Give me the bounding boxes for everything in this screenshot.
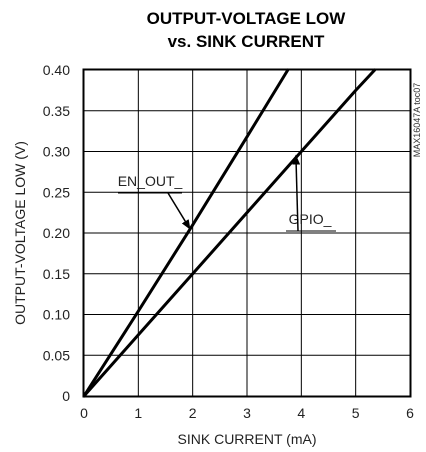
x-tick-label: 0 (80, 405, 88, 421)
x-tick-label: 1 (134, 405, 142, 421)
chart-title-line-1: OUTPUT-VOLTAGE LOW (147, 9, 347, 28)
x-tick-labels: 0 1 2 3 4 5 6 (80, 405, 414, 421)
series-group (82, 68, 377, 398)
y-tick-label: 0.25 (43, 184, 70, 200)
annotation-label-gpio: GPIO_ (289, 211, 332, 227)
x-tick-label: 3 (243, 405, 251, 421)
chart-title-line-2: vs. SINK CURRENT (168, 32, 325, 51)
y-tick-label: 0.20 (43, 225, 70, 241)
x-tick-label: 4 (297, 405, 305, 421)
x-axis-label: SINK CURRENT (mA) (178, 431, 317, 447)
figure-code: MAX16047A toc07 (412, 83, 422, 158)
plot-frame (82, 68, 412, 398)
y-tick-label: 0.05 (43, 347, 70, 363)
series-line-en-out (82, 68, 290, 398)
x-tick-label: 2 (189, 405, 197, 421)
annotation-arrow-gpio (292, 154, 301, 232)
y-axis-label: OUTPUT-VOLTAGE LOW (V) (12, 141, 28, 325)
y-tick-label: 0.10 (43, 307, 70, 323)
annotation-label-en-out: EN_OUT_ (118, 173, 183, 189)
y-tick-labels: 0 0.05 0.10 0.15 0.20 0.25 0.30 0.35 0.40 (43, 62, 70, 404)
y-tick-label: 0.40 (43, 62, 70, 78)
y-tick-label: 0.35 (43, 103, 70, 119)
y-tick-label: 0.15 (43, 266, 70, 282)
y-tick-label: 0.30 (43, 144, 70, 160)
y-tick-label: 0 (62, 388, 70, 404)
x-tick-label: 6 (406, 405, 414, 421)
annotation-arrow-en-out (167, 192, 191, 230)
annotations: EN_OUT_ GPIO_ (118, 154, 336, 232)
x-tick-label: 5 (352, 405, 360, 421)
grid (83, 69, 411, 397)
series-line-gpio (82, 68, 377, 398)
